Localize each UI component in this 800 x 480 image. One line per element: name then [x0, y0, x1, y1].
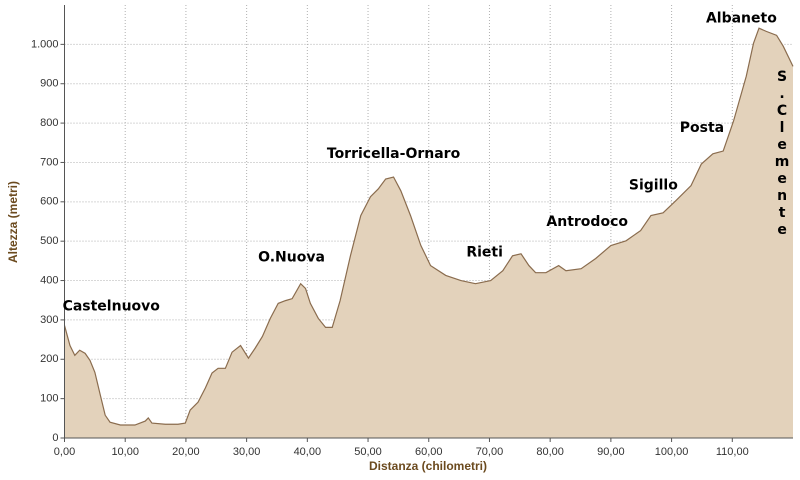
x-tick-label: 20,00	[172, 446, 200, 458]
x-tick-label: 30,00	[233, 446, 261, 458]
x-tick-label: 80,00	[536, 446, 564, 458]
x-tick-label: 40,00	[294, 446, 322, 458]
annotation: Sigillo	[629, 178, 678, 194]
annotation: S.Clemente	[774, 69, 790, 239]
line	[63, 27, 794, 426]
x-tick-label: 50,00	[354, 446, 382, 458]
y-tick-label: 500	[40, 235, 58, 247]
y-tick-label: 100	[40, 393, 58, 405]
annotation: O.Nuova	[258, 250, 325, 266]
x-axis-title: Distanza (chilometri)	[369, 459, 487, 473]
annotation: Castelnuovo	[63, 299, 161, 315]
y-tick-label: 600	[40, 196, 58, 208]
y-tick-label: 200	[40, 353, 58, 365]
y-tick-label: 400	[40, 274, 58, 286]
y-tick-label: 1.000	[31, 38, 59, 50]
y-tick-label: 800	[40, 117, 58, 129]
x-tick-label: 10,00	[111, 446, 139, 458]
x-tick-label: 90,00	[597, 446, 625, 458]
annotation: Albaneto	[706, 10, 777, 26]
x-tick-label: 70,00	[476, 446, 504, 458]
annotation: Rieti	[466, 245, 503, 261]
annotation: Posta	[680, 120, 724, 136]
x-tick-label: 100,00	[655, 446, 689, 458]
y-tick-label: 900	[40, 78, 58, 90]
x-tick-label: 0,00	[54, 446, 75, 458]
annotation: Torricella-Ornaro	[327, 146, 461, 162]
annotation: Antrodoco	[546, 214, 628, 230]
x-tick-label: 110,00	[716, 446, 749, 458]
y-tick-label: 700	[40, 156, 58, 168]
y-tick-label: 0	[52, 432, 58, 444]
y-axis-title: Altezza (metri)	[6, 181, 20, 263]
y-tick-label: 300	[40, 314, 58, 326]
area	[64, 28, 793, 438]
x-tick-label: 60,00	[415, 446, 443, 458]
